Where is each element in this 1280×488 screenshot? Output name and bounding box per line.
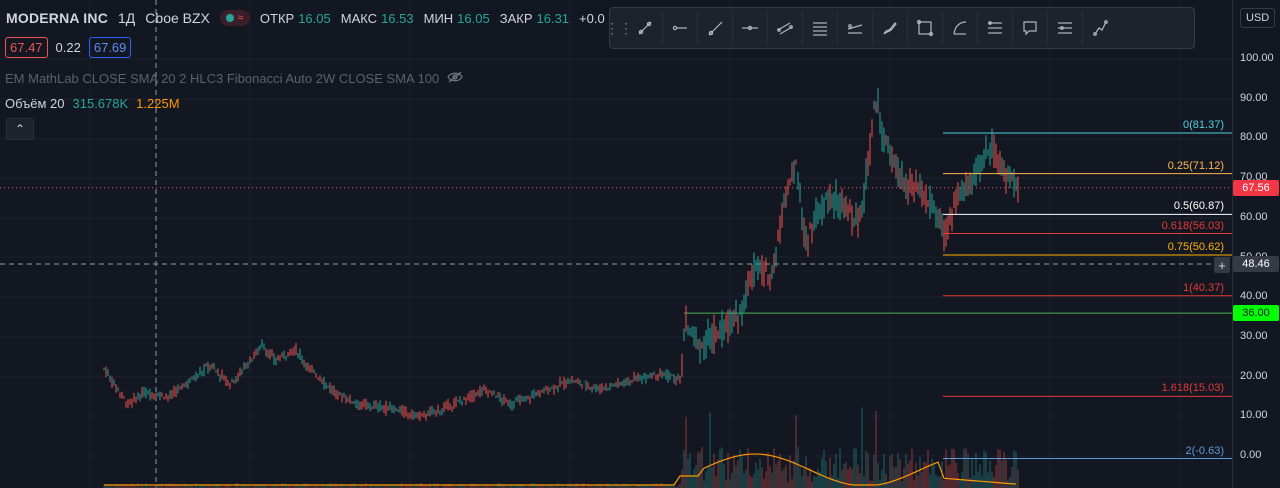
fib-level-label: 1(40.37) — [1183, 281, 1224, 294]
price-axis-tick: 0.00 — [1240, 449, 1262, 461]
brush-icon[interactable] — [873, 11, 908, 45]
price-axis-tick: 80.00 — [1240, 131, 1268, 144]
ohlc-value: 16.05 — [298, 10, 331, 26]
price-axis-tick: 20.00 — [1240, 369, 1268, 382]
price-axis-tick: 100.00 — [1240, 52, 1274, 64]
fib-level-label: 0.5(60.87) — [1173, 200, 1224, 213]
ohlc-key: +0.0 — [579, 10, 605, 26]
ray-icon[interactable] — [698, 11, 733, 45]
bid-ask: 67.47 0.22 67.69 — [5, 37, 132, 58]
currency-selector[interactable]: USD — [1240, 8, 1276, 28]
price-axis-tick: 10.00 — [1240, 409, 1268, 422]
ohlc-key: МАКС — [340, 10, 378, 26]
volume-value-b: 1.225M — [136, 96, 180, 111]
bid-price[interactable]: 67.47 — [5, 37, 48, 58]
fib-levels-icon[interactable] — [978, 11, 1013, 45]
ohlc-values: ОТКР 16.05 МАКС 16.53 МИН 16.05 ЗАКР 16.31 +0.0 — [260, 11, 615, 26]
price-axis-tick: 30.00 — [1240, 329, 1268, 342]
ohlc-value: 16.31 — [536, 10, 570, 26]
add-alert-button[interactable]: + — [1214, 257, 1230, 273]
chart-area[interactable] — [0, 0, 1232, 488]
symbol-header: MODERNA INC 1Д Cboe BZX ≈ ОТКР 16.05 МАКС 1… — [6, 10, 615, 26]
fib-level-label: 0.618(56.03) — [1161, 219, 1224, 232]
fib-level-label: 1.618(15.03) — [1161, 382, 1224, 395]
price-axis-tick: 60.00 — [1240, 210, 1268, 223]
indicators-text: EM MathLab CLOSE SMA 20 2 HLC3 Fibonacci… — [5, 71, 440, 86]
horizontal-lines-icon[interactable] — [803, 11, 838, 45]
drawing-toolbar: ⋮⋮ — [605, 7, 1195, 49]
volume-value-a: 315.678K — [72, 96, 129, 111]
fib-level-label: 2(-0.63) — [1185, 444, 1224, 457]
price-tag[interactable]: 67.56 — [1233, 179, 1279, 196]
comment-icon[interactable] — [1013, 11, 1048, 45]
arc-icon[interactable] — [943, 11, 978, 45]
pitchfork-icon[interactable] — [1048, 11, 1083, 45]
collapse-legend-button[interactable]: ⌃ — [6, 118, 34, 140]
fib-level-label: 0.75(50.62) — [1167, 241, 1224, 254]
ohlc-key: ОТКР — [259, 10, 295, 26]
price-tag[interactable]: 48.46 — [1233, 255, 1279, 272]
horizontal-line-icon[interactable] — [733, 11, 768, 45]
ohlc-value: 16.53 — [381, 10, 414, 26]
market-status-icon[interactable]: ≈ — [219, 10, 250, 26]
volume-legend[interactable]: Объём 20 315.678K 1.225M — [5, 96, 180, 111]
spread-value: 0.22 — [55, 40, 81, 55]
ask-price[interactable]: 67.69 — [88, 37, 132, 58]
price-chart[interactable] — [0, 0, 1232, 488]
regression-icon[interactable] — [838, 11, 873, 45]
price-axis[interactable] — [1232, 0, 1280, 488]
trend-line-icon[interactable] — [628, 11, 663, 45]
rectangle-icon[interactable] — [908, 11, 943, 45]
price-axis-tick: 90.00 — [1240, 91, 1268, 104]
volume-label: Объём 20 — [5, 96, 65, 111]
drag-handle-icon[interactable]: ⋮⋮ — [605, 19, 633, 36]
price-tag[interactable]: 36.00 — [1233, 305, 1279, 322]
eye-crossed-icon[interactable] — [447, 70, 463, 87]
horizontal-ray-icon[interactable] — [663, 11, 698, 45]
chevron-up-icon: ⌃ — [14, 122, 26, 136]
fib-level-label: 0.25(71.12) — [1167, 159, 1224, 172]
parallel-channel-icon[interactable] — [768, 11, 803, 45]
ohlc-value: 16.05 — [457, 10, 490, 26]
ohlc-key: ЗАКР — [499, 10, 533, 26]
path-icon[interactable] — [1083, 11, 1117, 45]
fib-level-label: 0(81.37) — [1183, 118, 1224, 131]
timeframe[interactable]: 1Д — [118, 10, 136, 26]
exchange-name: Cboe BZX — [145, 10, 210, 26]
volume-ma-line — [104, 453, 1017, 486]
ohlc-key: МИН — [423, 10, 454, 26]
price-axis-tick: 40.00 — [1240, 290, 1268, 303]
symbol-name[interactable]: MODERNA INC — [6, 10, 109, 26]
indicators-legend[interactable]: EM MathLab CLOSE SMA 20 2 HLC3 Fibonacci… — [5, 70, 463, 87]
